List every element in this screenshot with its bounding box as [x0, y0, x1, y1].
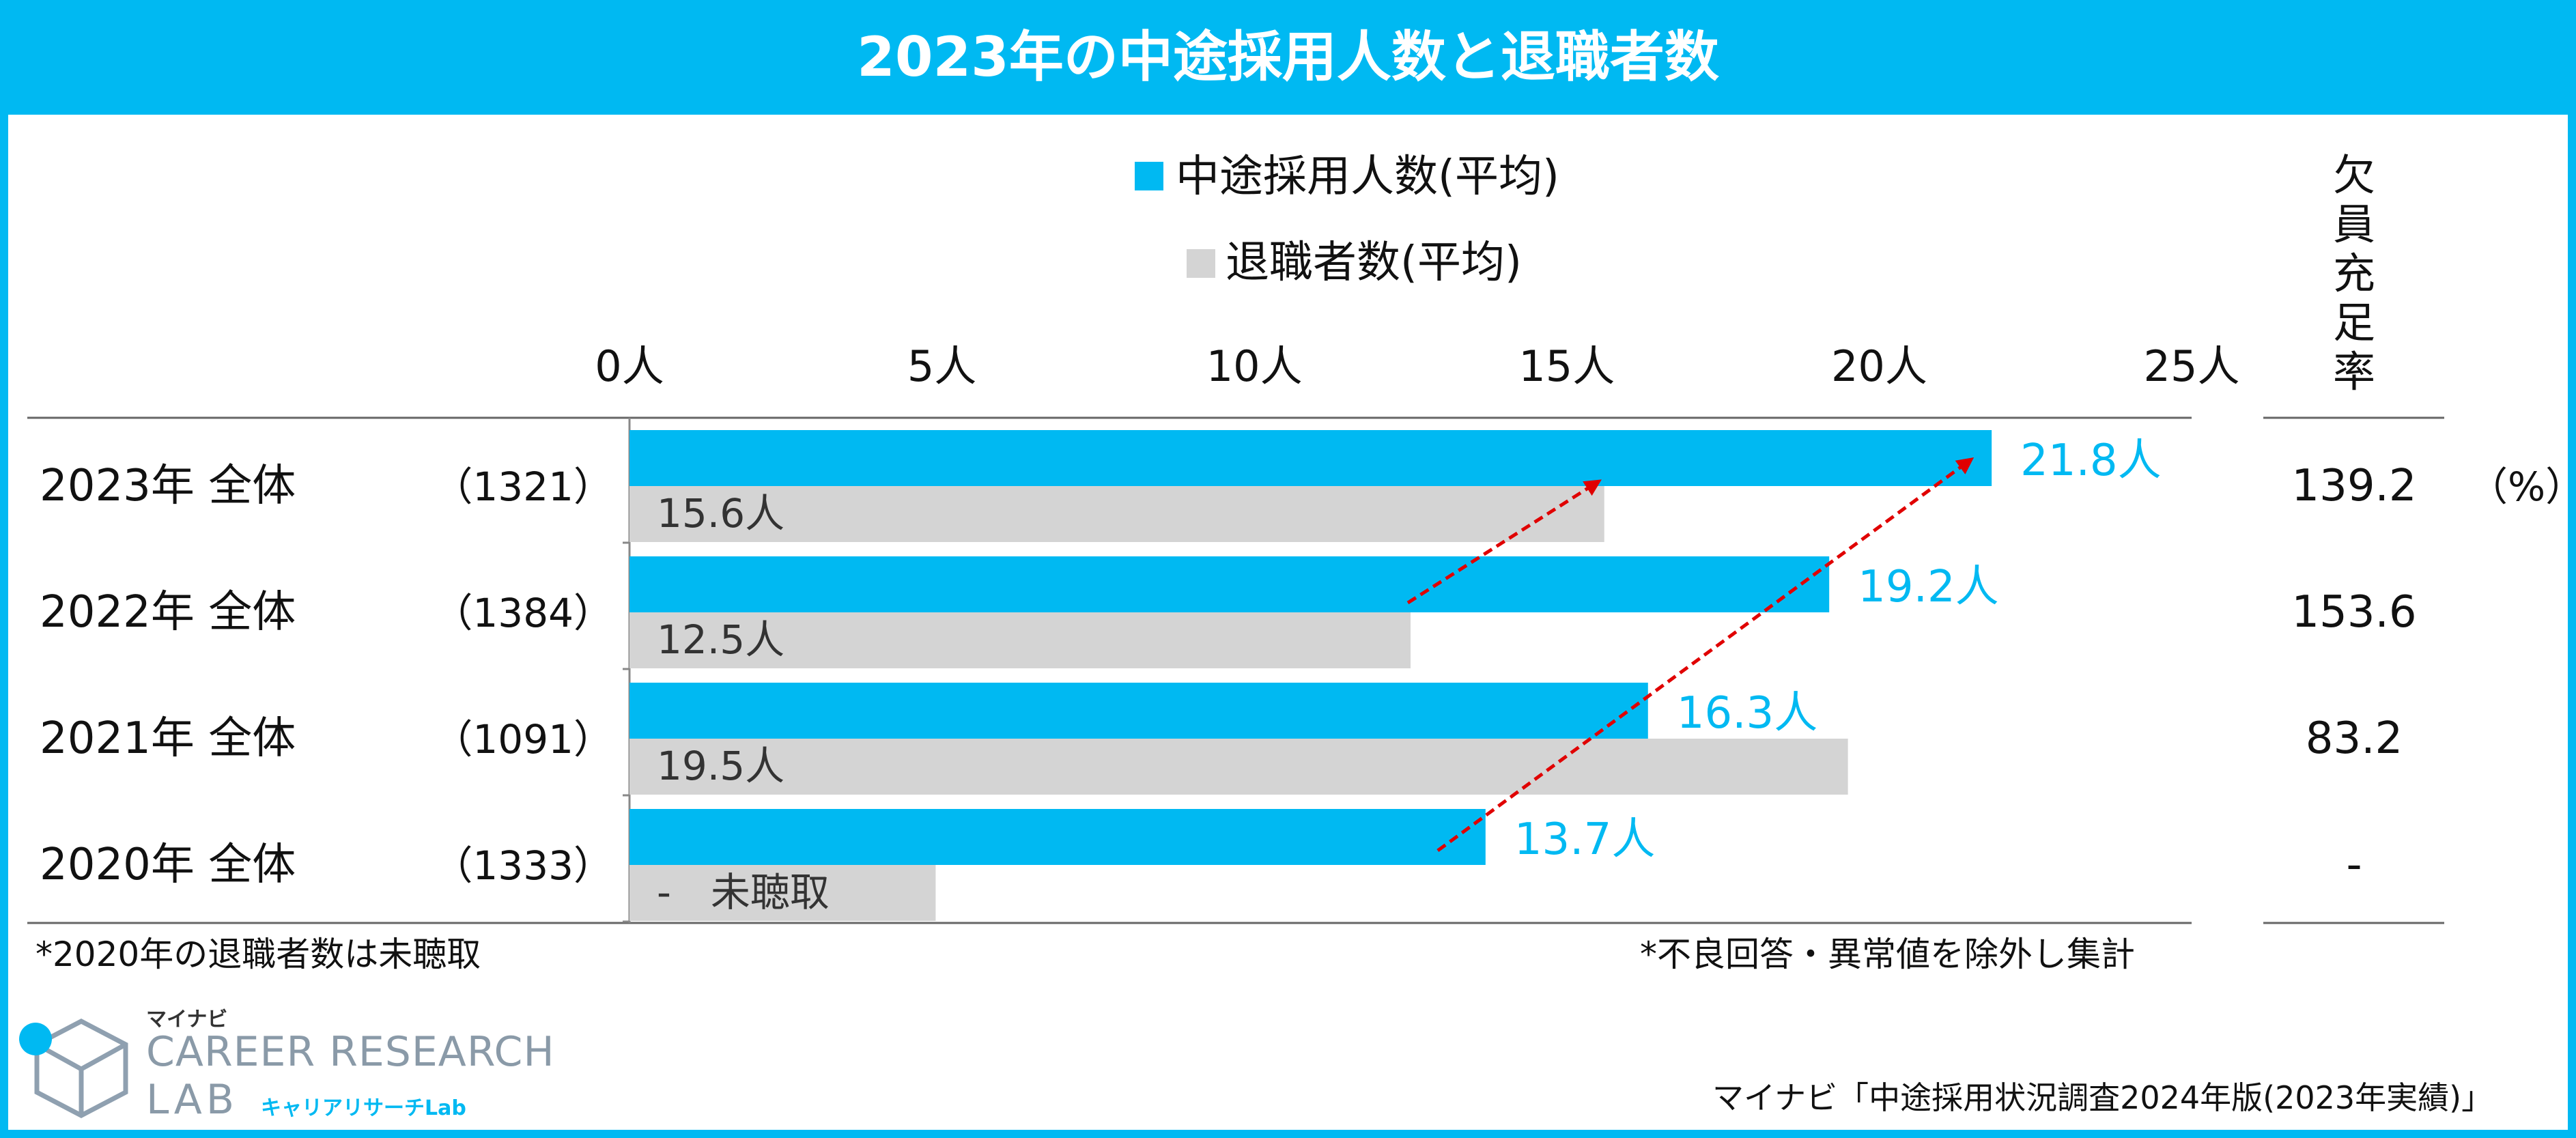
rate-header-char: 充	[2333, 248, 2375, 298]
x-tick-label: 0人	[595, 341, 664, 391]
rate-value: -	[2346, 840, 2362, 890]
rate-value: 153.6	[2291, 587, 2416, 638]
hire-data-label: 13.7人	[1514, 814, 1656, 865]
hire-bar	[629, 809, 1486, 865]
hire-bar	[629, 683, 1648, 739]
logo-top-text: マイナビ	[146, 1008, 228, 1032]
x-tick-label: 5人	[907, 341, 976, 391]
category-label: 2020年 全体	[40, 840, 296, 890]
title-bar	[0, 0, 2576, 115]
logo-line2: LAB	[146, 1076, 239, 1124]
rate-header-char: 足	[2333, 298, 2375, 347]
rate-header-char: 欠	[2333, 150, 2375, 200]
hire-trend-arrow	[1436, 457, 1975, 853]
footnote-right: *不良回答・異常値を除外し集計	[1640, 935, 2135, 974]
logo-kana: キャリアリサーチLab	[261, 1096, 466, 1120]
rate-unit-label: （%）	[2468, 464, 2576, 510]
logo-cube-icon	[19, 1019, 128, 1118]
rate-value: 139.2	[2291, 461, 2416, 511]
chart-title: 2023年の中途採用人数と退職者数	[857, 25, 1719, 89]
legend-hire-swatch	[1135, 162, 1163, 190]
legend-retire-swatch	[1187, 249, 1215, 278]
retire-data-label: 12.5人	[657, 616, 784, 663]
category-label: 2023年 全体	[40, 461, 296, 511]
retire-data-label: 19.5人	[657, 743, 784, 789]
x-tick-label: 10人	[1206, 341, 1303, 391]
sample-size-label: （1091）	[433, 716, 613, 763]
category-label: 2022年 全体	[40, 587, 296, 638]
x-tick-label: 25人	[2144, 341, 2240, 391]
hire-bar	[629, 556, 1830, 612]
sample-size-label: （1321）	[433, 464, 613, 510]
sample-size-label: （1384）	[433, 590, 613, 636]
hire-data-label: 16.3人	[1677, 688, 1818, 739]
sample-size-label: （1333）	[433, 842, 613, 889]
retire-data-label: - 未聴取	[657, 869, 830, 915]
hire-bar	[629, 430, 1992, 486]
legend-hire-label: 中途採用人数(平均)	[1176, 152, 1559, 202]
source-note: マイナビ「中途採用状況調査2024年版(2023年実績)」	[1712, 1079, 2493, 1116]
rate-header-char: 率	[2333, 347, 2375, 397]
retire-data-label: 15.6人	[657, 490, 784, 537]
logo-line1: CAREER RESEARCH	[146, 1028, 555, 1076]
footnote-left: *2020年の退職者数は未聴取	[36, 935, 481, 974]
category-label: 2021年 全体	[40, 713, 296, 764]
career-research-lab-logo: マイナビ CAREER RESEARCH LAB キャリアリサーチLab	[16, 1002, 554, 1125]
hire-data-label: 21.8人	[2020, 436, 2162, 486]
retire-bar	[629, 739, 1848, 795]
rate-value: 83.2	[2306, 713, 2403, 764]
retire-bar	[629, 486, 1604, 542]
legend-retire-label: 退職者数(平均)	[1226, 238, 1522, 288]
retire-bar	[629, 865, 936, 921]
x-tick-label: 15人	[1518, 341, 1615, 391]
retire-bar	[629, 612, 1411, 668]
retire-trend-arrow	[1406, 479, 1602, 605]
x-tick-label: 20人	[1831, 341, 1927, 391]
hire-data-label: 19.2人	[1858, 562, 1999, 612]
rate-header-char: 員	[2333, 199, 2375, 249]
